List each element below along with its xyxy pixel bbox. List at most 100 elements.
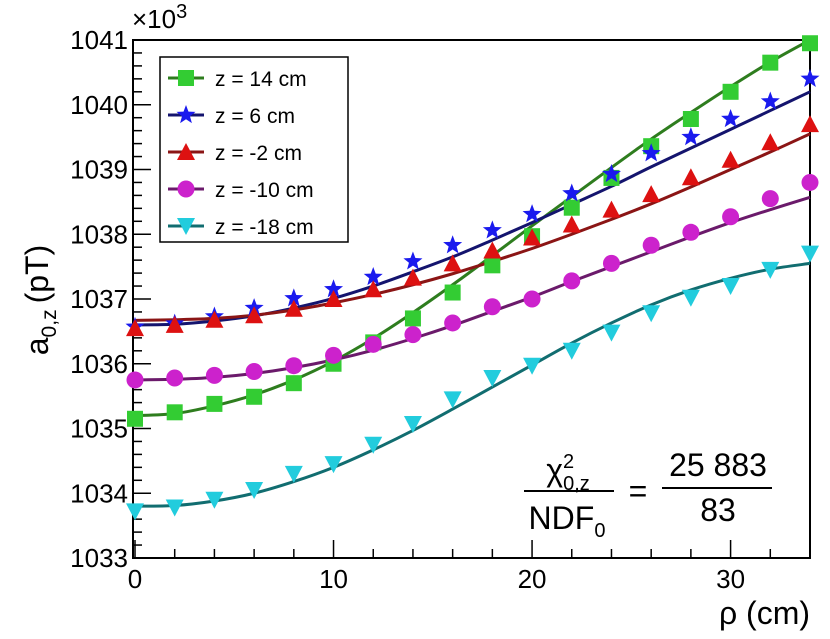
fraction-numerator: 25 883	[669, 447, 767, 483]
legend-label: z = -18 cm	[215, 216, 314, 239]
data-point	[166, 404, 183, 421]
y-tick-label: 1037	[70, 284, 128, 314]
data-point	[761, 190, 779, 208]
fraction-denominator: 83	[700, 492, 736, 528]
data-point	[642, 236, 660, 254]
data-point	[483, 369, 502, 387]
legend-marker	[177, 218, 195, 235]
chi2-symbol: χ2 0,z	[546, 451, 590, 495]
data-point	[722, 208, 740, 226]
data-point	[602, 324, 621, 342]
data-point	[364, 335, 382, 353]
legend-marker	[177, 143, 195, 160]
data-point	[801, 115, 819, 133]
data-point	[284, 465, 303, 483]
data-point	[364, 280, 383, 298]
data-point	[403, 415, 422, 433]
data-point	[563, 272, 581, 290]
ndf-sub: 0	[594, 520, 605, 542]
data-point	[444, 284, 461, 301]
x-tick-label: 20	[518, 564, 547, 594]
data-point	[682, 223, 700, 241]
legend: z = 14 cm z = 6 cm z = -2 cm z = -10 cm z = …	[159, 56, 349, 243]
y-scale-label: ×103	[132, 1, 187, 34]
legend-marker	[178, 70, 194, 86]
data-point	[325, 346, 343, 364]
y-tick-label: 1038	[70, 219, 128, 249]
data-point	[760, 91, 780, 110]
data-point	[801, 245, 819, 263]
legend-marker	[176, 105, 196, 124]
data-point	[126, 319, 144, 337]
x-axis-title: ρ (cm)	[719, 595, 810, 631]
y-tick-label: 1033	[70, 543, 128, 573]
data-point	[404, 326, 422, 344]
x-tick-label: 30	[716, 564, 745, 594]
data-point	[443, 254, 462, 272]
chi2-sub: 0,z	[563, 473, 590, 495]
data-point	[602, 200, 621, 218]
data-point	[562, 215, 581, 233]
data-point	[403, 251, 423, 270]
data-point	[443, 235, 463, 254]
data-point	[205, 366, 223, 384]
data-point	[761, 133, 780, 151]
data-point	[523, 357, 542, 375]
data-point	[404, 310, 421, 327]
data-point	[165, 499, 184, 517]
data-point	[721, 150, 740, 168]
data-point	[602, 254, 620, 272]
y-axis-title: a0,z (pT)	[19, 245, 61, 355]
data-point	[245, 482, 264, 500]
data-point	[403, 268, 422, 286]
data-point	[324, 290, 343, 307]
data-point	[205, 491, 224, 509]
y-tick-label: 1040	[70, 90, 128, 120]
data-point	[801, 173, 819, 191]
data-point	[522, 204, 542, 223]
y-tick-label: 1034	[70, 478, 128, 508]
data-point	[127, 410, 143, 427]
data-point	[483, 241, 502, 259]
data-point	[206, 395, 223, 412]
data-point	[166, 369, 184, 387]
data-point	[246, 388, 263, 405]
legend-label: z = 6 cm	[215, 105, 295, 128]
data-point	[601, 164, 621, 183]
data-point	[721, 278, 740, 296]
y-tick-label: 1039	[70, 155, 128, 185]
y-tick-label: 1035	[70, 414, 128, 444]
data-point	[563, 199, 580, 216]
data-point	[482, 220, 502, 239]
data-point	[523, 228, 542, 246]
data-point	[682, 110, 699, 127]
data-point	[324, 456, 343, 474]
y-scale-exponent: 3	[176, 1, 187, 23]
data-point	[324, 279, 344, 298]
data-point	[285, 375, 302, 392]
data-point	[284, 299, 303, 317]
chi2-sup: 2	[563, 451, 574, 473]
data-point	[483, 298, 501, 316]
data-point	[761, 261, 780, 279]
data-point	[444, 314, 462, 332]
data-point	[523, 290, 541, 308]
data-point	[443, 391, 462, 409]
chi2-annotation: χ2 0,z NDF0 = 25 883 83	[524, 447, 772, 542]
y-axis-title-unit: (pT)	[19, 245, 55, 304]
data-point	[285, 357, 303, 375]
data-point	[562, 183, 582, 202]
data-point	[802, 35, 818, 52]
legend-marker	[177, 180, 195, 198]
data-point	[205, 310, 224, 328]
data-point	[721, 109, 741, 128]
data-point	[284, 288, 304, 307]
data-points	[125, 35, 820, 521]
data-point	[562, 342, 581, 360]
data-point	[484, 257, 501, 274]
data-point	[126, 371, 144, 389]
axis-tick-labels: 0 10 20 30103310341035103610371038103910401…	[70, 25, 745, 594]
legend-label: z = 14 cm	[215, 68, 307, 91]
equals-sign: =	[629, 473, 648, 509]
